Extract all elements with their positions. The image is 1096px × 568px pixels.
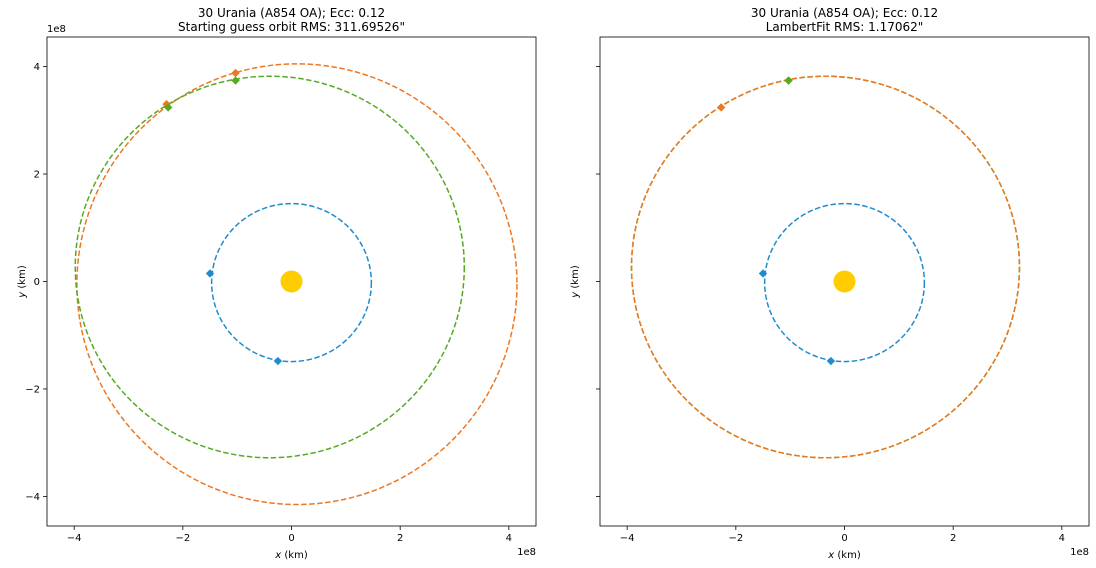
chart-title: 30 Urania (A854 OA); Ecc: 0.12 bbox=[198, 6, 385, 20]
x-axis-label: x (km) bbox=[827, 550, 861, 561]
x-tick-label: −2 bbox=[728, 533, 743, 544]
x-tick-label: 4 bbox=[1059, 533, 1065, 544]
sun-marker bbox=[833, 270, 856, 293]
sun-marker bbox=[280, 270, 303, 293]
point-1 bbox=[205, 269, 215, 278]
y-axis-label: y (km) bbox=[17, 265, 28, 299]
orbit-2 bbox=[630, 75, 1021, 459]
orbit-3 bbox=[74, 75, 466, 459]
x-tick-label: −4 bbox=[620, 533, 635, 544]
point-6 bbox=[231, 76, 240, 85]
y-axis-label: y (km) bbox=[570, 265, 581, 299]
y-offset-label: 1e8 bbox=[47, 24, 66, 35]
plot-area bbox=[630, 75, 1021, 459]
x-tick-label: −4 bbox=[67, 533, 82, 544]
y-tick-label: −2 bbox=[25, 384, 40, 395]
point-5 bbox=[163, 103, 173, 112]
x-tick-label: 0 bbox=[288, 533, 294, 544]
chart-panel-1: −4 −2 0 2 4 −4 −2 0 2 4 1e8 1e8 x (km) y (km) 30 Urani… bbox=[17, 6, 537, 561]
chart-title: 30 Urania (A854 OA); Ecc: 0.12 bbox=[751, 6, 938, 20]
y-tick-label: 2 bbox=[34, 170, 40, 181]
x-tick-label: 0 bbox=[841, 533, 847, 544]
x-tick-label: 4 bbox=[506, 533, 512, 544]
point-3 bbox=[716, 103, 726, 112]
x-tick-label: 2 bbox=[950, 533, 956, 544]
chart-subtitle: Starting guess orbit RMS: 311.69526" bbox=[178, 20, 405, 34]
x-tick-label: 2 bbox=[397, 533, 403, 544]
x-offset-label: 1e8 bbox=[517, 547, 536, 558]
y-tick-label: 0 bbox=[34, 277, 40, 288]
chart-subtitle: LambertFit RMS: 1.17062" bbox=[766, 20, 924, 34]
orbit-1 bbox=[763, 202, 926, 363]
orbit-2 bbox=[76, 63, 518, 506]
point-5 bbox=[784, 76, 793, 85]
point-1 bbox=[758, 269, 768, 278]
y-tick-label: 4 bbox=[34, 62, 40, 73]
x-offset-label: 1e8 bbox=[1070, 547, 1089, 558]
chart-panel-2: −4 −2 0 2 4 1e8 x (km) y (km) 30 Urania (A854 OA… bbox=[570, 6, 1090, 561]
plot-area bbox=[74, 63, 518, 506]
x-tick-label: −2 bbox=[175, 533, 190, 544]
orbit-1 bbox=[210, 202, 373, 363]
point-2 bbox=[826, 356, 836, 366]
orbit-3 bbox=[630, 75, 1021, 459]
y-tick-label: −4 bbox=[25, 492, 40, 503]
x-axis-label: x (km) bbox=[274, 550, 308, 561]
point-4 bbox=[231, 68, 240, 78]
point-2 bbox=[273, 356, 283, 366]
